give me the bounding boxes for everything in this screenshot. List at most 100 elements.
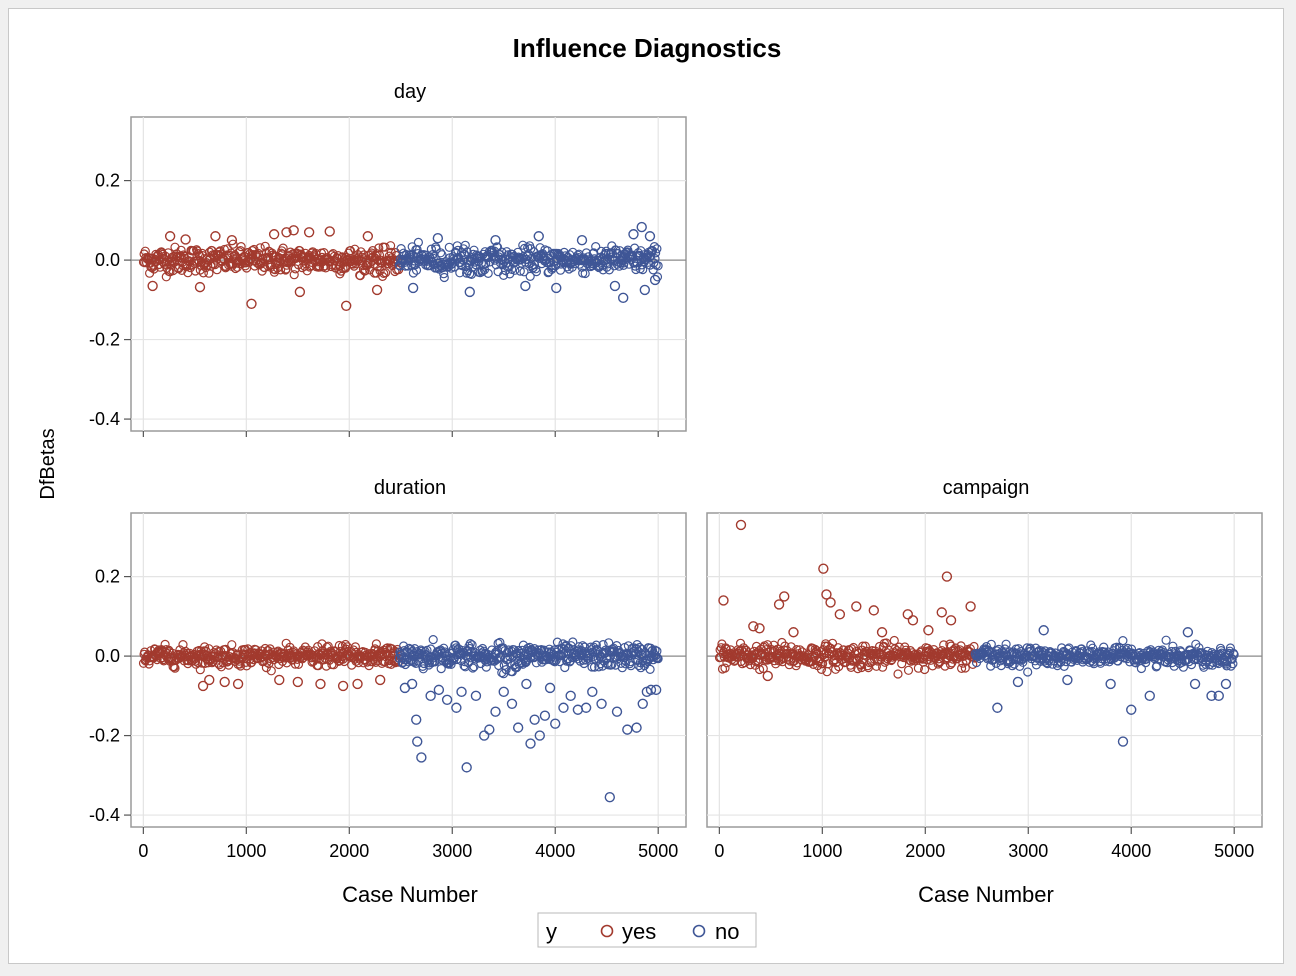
x-axis-label-campaign: Case Number [918, 882, 1054, 907]
point-no-outlier [529, 714, 540, 725]
point-yes [956, 663, 967, 674]
point-no [519, 267, 529, 277]
y-tick-label-duration-0: 0.2 [95, 567, 120, 587]
panel-duration: duration 0.2 0.0 -0.2 -0.4 0 1000 2000 3000 400… [89, 477, 687, 907]
point-no [653, 654, 663, 664]
point-no-outlier [1144, 690, 1155, 702]
point-no [552, 637, 563, 647]
panel-frame-campaign [706, 512, 1263, 828]
point-no [1056, 657, 1066, 667]
point-yes [851, 646, 862, 656]
point-yes [317, 639, 327, 649]
point-no [446, 659, 456, 670]
point-no-outlier [506, 698, 518, 709]
point-no-outlier [411, 714, 422, 725]
point-no [413, 237, 423, 247]
point-no-outlier [1038, 625, 1049, 636]
point-yes-outlier [292, 676, 304, 688]
point-yes [305, 262, 315, 272]
point-no-outlier [649, 274, 661, 286]
point-yes [326, 646, 336, 656]
point-no [1000, 644, 1010, 654]
point-no [1228, 659, 1238, 669]
point-no-outlier [412, 736, 423, 747]
point-no [465, 638, 475, 649]
point-yes [387, 655, 397, 665]
point-no [1229, 649, 1239, 660]
point-no [1013, 644, 1024, 654]
point-yes-outlier [219, 676, 230, 688]
point-no-outlier [416, 752, 427, 763]
point-no [649, 242, 660, 252]
point-yes-outlier [303, 227, 315, 238]
point-yes [386, 247, 396, 257]
point-yes [371, 639, 381, 649]
point-no-outlier [534, 730, 545, 741]
point-no [634, 642, 645, 653]
point-yes-outlier [197, 680, 209, 692]
x-tick-label-duration-0: 0 [138, 841, 148, 861]
point-no [991, 658, 1001, 669]
point-yes [380, 242, 390, 252]
panel-title-campaign: campaign [943, 477, 1030, 499]
panel-campaign: campaign 0 1000 2000 3000 4000 5000 Case Numb… [706, 477, 1263, 907]
panel-title-duration: duration [374, 477, 446, 499]
point-no [1023, 667, 1033, 677]
point-no-outlier [498, 686, 509, 698]
point-no-outlier [596, 698, 607, 709]
point-yes-outlier [907, 615, 919, 626]
point-no-outlier [1105, 678, 1116, 690]
point-no-outlier [611, 706, 623, 717]
point-yes-outlier [341, 300, 352, 311]
point-no [531, 267, 542, 277]
point-no [653, 261, 663, 271]
point-no [526, 244, 536, 254]
point-yes [278, 243, 288, 253]
panel-title-day: day [394, 81, 426, 103]
point-no-outlier [650, 684, 662, 696]
point-no-outlier [565, 690, 576, 702]
point-yes [381, 268, 391, 278]
point-no-outlier [645, 684, 657, 696]
point-yes-outlier [210, 231, 221, 242]
point-no-outlier [521, 678, 532, 690]
point-yes [212, 265, 222, 275]
point-yes [374, 243, 384, 253]
point-no-outlier [992, 702, 1003, 713]
point-yes [847, 644, 857, 654]
point-no-outlier [636, 221, 647, 233]
panel-frame-day [130, 116, 687, 432]
point-yes [317, 252, 327, 262]
point-no-outlier [587, 686, 598, 698]
point-yes-outlier [337, 680, 349, 692]
point-no-outlier [576, 235, 588, 246]
y-tick-label-day-2: -0.2 [89, 330, 120, 350]
point-yes-outlier [315, 678, 326, 690]
point-yes-outlier [147, 280, 158, 292]
point-no-outlier [432, 233, 444, 244]
point-yes [919, 664, 930, 675]
point-no-outlier [512, 722, 524, 733]
point-yes [345, 246, 355, 256]
point-yes [950, 643, 961, 653]
x-tick-label-duration-5: 5000 [638, 841, 678, 861]
point-yes [356, 247, 366, 257]
chart-title: Influence Diagnostics [513, 33, 782, 63]
point-no [1186, 659, 1197, 670]
point-no [1121, 649, 1132, 659]
point-no [591, 640, 601, 650]
point-yes-outlier [194, 281, 206, 293]
point-yes-outlier [232, 678, 244, 690]
point-no-outlier [631, 722, 642, 733]
legend-title: y [546, 919, 557, 944]
point-no [1227, 654, 1237, 664]
point-no [982, 647, 992, 657]
point-yes-outlier [945, 615, 957, 626]
point-no-outlier [604, 791, 616, 803]
point-yes [720, 663, 730, 673]
point-yes [276, 265, 286, 275]
point-yes [323, 641, 333, 651]
point-no [474, 256, 484, 267]
point-no [491, 260, 501, 270]
x-tick-label-duration-4: 4000 [535, 841, 575, 861]
